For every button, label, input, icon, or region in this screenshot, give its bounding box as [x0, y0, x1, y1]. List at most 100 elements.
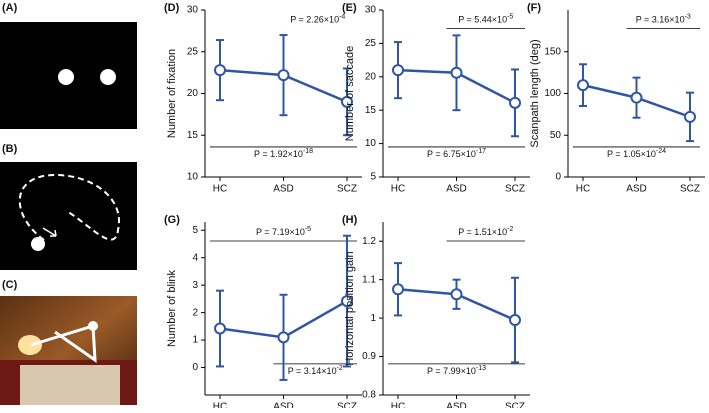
- x-tick-label: SCZ: [337, 402, 357, 408]
- p-value-exponent: -5: [305, 226, 311, 233]
- y-tick-label: 0.8: [362, 390, 376, 401]
- x-tick-label: HC: [213, 402, 227, 408]
- marker: [214, 64, 226, 77]
- fixation: [88, 321, 98, 331]
- p-value-exponent: -13: [476, 365, 486, 372]
- p-value-exponent: -17: [476, 148, 486, 155]
- x-tick-label: ASD: [446, 402, 467, 408]
- p-value: P = 7.99×10-13: [427, 365, 486, 377]
- dot: [31, 237, 45, 251]
- panel-label: (G): [164, 214, 180, 226]
- sheet: [20, 365, 120, 405]
- p-value-text: P = 7.99×10: [427, 366, 476, 376]
- x-tick-label: SCZ: [505, 402, 525, 408]
- p-value-exponent: -24: [656, 148, 666, 155]
- panel-label: (C): [2, 279, 18, 291]
- dot: [58, 69, 74, 85]
- y-tick-label: 10: [187, 172, 199, 183]
- x-tick-label: HC: [576, 184, 590, 195]
- y-axis-label: Scanpath length (deg): [529, 39, 541, 147]
- y-tick-label: 25: [365, 38, 377, 49]
- marker: [577, 79, 589, 92]
- y-tick-label: 2: [192, 307, 198, 318]
- p-value-exponent: -3: [685, 13, 691, 20]
- marker: [277, 331, 290, 344]
- y-tick-label: 30: [365, 5, 377, 16]
- y-tick-label: 100: [544, 88, 561, 99]
- y-axis-label: Horizontal position gain: [344, 251, 356, 365]
- x-tick-label: HC: [213, 184, 227, 195]
- marker: [450, 66, 463, 79]
- p-value-text: P = 7.19×10: [256, 227, 305, 237]
- y-tick-label: 20: [187, 88, 199, 99]
- p-value-exponent: -2: [507, 226, 513, 233]
- p-value-text: P = 3.16×10: [636, 15, 685, 25]
- x-tick-label: SCZ: [505, 184, 525, 195]
- p-value: P = 1.51×10-2: [458, 226, 513, 238]
- marker: [684, 110, 696, 123]
- y-tick-label: 5: [370, 172, 376, 183]
- y-tick-label: 20: [365, 71, 377, 82]
- stimulus-b: [0, 162, 137, 270]
- p-value: P = 3.14×10-2: [288, 365, 343, 377]
- y-tick-label: 1.2: [362, 236, 376, 247]
- trajectory: [18, 173, 121, 241]
- y-axis-label: Number of saccade: [344, 46, 356, 141]
- x-tick-label: ASD: [446, 184, 467, 195]
- p-value-text: P = 3.14×10: [288, 366, 337, 376]
- p-value-text: P = 2.26×10: [290, 15, 339, 25]
- p-value: P = 2.26×10-4: [290, 13, 345, 25]
- p-value-exponent: -2: [337, 365, 343, 372]
- y-tick-label: 3: [192, 280, 198, 291]
- y-tick-label: 5: [192, 225, 198, 236]
- y-tick-label: 0.9: [362, 351, 376, 362]
- p-value: P = 1.92×10-18: [254, 148, 313, 160]
- p-value-exponent: -5: [507, 13, 513, 20]
- y-axis-label: Number of fixation: [166, 49, 178, 138]
- p-value-text: P = 6.75×10: [427, 149, 476, 159]
- y-tick-label: 10: [365, 138, 377, 149]
- arrow: [42, 227, 57, 237]
- p-value-text: P = 1.51×10: [458, 227, 507, 237]
- y-tick-label: 30: [187, 5, 199, 16]
- x-tick-label: ASD: [273, 184, 294, 195]
- panel-label: (H): [342, 214, 358, 226]
- p-value-exponent: -18: [303, 148, 313, 155]
- p-value: P = 3.16×10-3: [636, 13, 691, 25]
- p-value-text: P = 1.92×10: [254, 149, 303, 159]
- p-value: P = 7.19×10-5: [256, 226, 311, 238]
- marker: [392, 283, 404, 296]
- y-tick-label: 1: [370, 313, 376, 324]
- x-tick-label: HC: [391, 402, 405, 408]
- marker: [341, 95, 353, 108]
- dot: [100, 69, 116, 85]
- x-tick-label: HC: [391, 184, 405, 195]
- x-tick-label: SCZ: [680, 184, 700, 195]
- p-value: P = 6.75×10-17: [427, 148, 486, 160]
- marker: [277, 69, 290, 82]
- p-value-exponent: -4: [339, 13, 345, 20]
- marker: [214, 322, 226, 335]
- y-tick-label: 1: [192, 335, 198, 346]
- y-tick-label: 50: [550, 130, 562, 141]
- x-tick-label: ASD: [273, 402, 294, 408]
- panel-label: (D): [164, 2, 180, 14]
- y-tick-label: 0: [192, 362, 198, 373]
- y-tick-label: 4: [192, 252, 198, 263]
- x-tick-label: SCZ: [337, 184, 357, 195]
- y-tick-label: 1.1: [362, 274, 376, 285]
- marker: [509, 96, 521, 109]
- marker: [630, 91, 643, 104]
- x-tick-label: ASD: [626, 184, 647, 195]
- marker: [450, 288, 463, 301]
- y-tick-label: 150: [544, 46, 561, 57]
- marker: [509, 314, 521, 327]
- lamp: [18, 335, 42, 355]
- p-value-text: P = 1.05×10: [607, 149, 656, 159]
- y-tick-label: 15: [187, 130, 199, 141]
- y-axis-label: Number of blink: [166, 269, 178, 347]
- p-value-text: P = 5.44×10: [458, 15, 507, 25]
- panel-label: (F): [527, 2, 541, 14]
